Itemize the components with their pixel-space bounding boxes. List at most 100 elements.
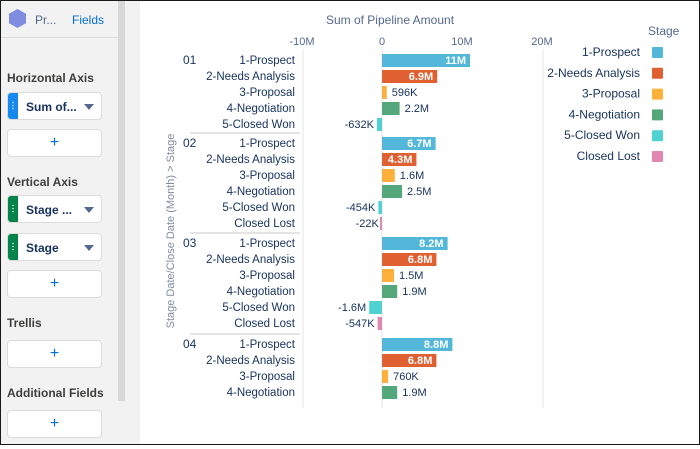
vertical-stage-date-pill[interactable]: Stage ... xyxy=(7,195,102,223)
legend-label: 2-Needs Analysis xyxy=(547,66,640,80)
x-tick-label: 0 xyxy=(379,36,385,48)
row-label: 4-Negotiation xyxy=(227,186,295,198)
vertical-axis-heading: Vertical Axis xyxy=(7,175,78,189)
row-label: 3-Proposal xyxy=(239,87,295,99)
legend-label: 3-Proposal xyxy=(582,87,640,101)
bar xyxy=(382,153,417,166)
add-additional-field-button[interactable]: + xyxy=(7,410,102,438)
bar xyxy=(380,217,382,230)
additional-fields-heading: Additional Fields xyxy=(7,386,104,400)
bar xyxy=(378,201,382,214)
y-axis-title: Stage Date/Close Date (Month) > Stage xyxy=(165,134,177,329)
data-label: 2.5M xyxy=(407,186,431,198)
row-label: 4-Negotiation xyxy=(227,387,295,399)
add-horizontal-button[interactable]: + xyxy=(7,129,102,157)
trellis-heading: Trellis xyxy=(7,316,42,330)
drag-handle-icon[interactable] xyxy=(8,93,18,119)
legend-title: Stage xyxy=(648,24,680,38)
row-label: 1-Prospect xyxy=(239,238,295,250)
legend-swatch xyxy=(652,47,663,58)
bar xyxy=(382,285,398,298)
row-label: 4-Negotiation xyxy=(227,103,295,115)
row-label: 2-Needs Analysis xyxy=(206,154,295,166)
bar xyxy=(382,338,453,351)
x-tick-label: -10M xyxy=(289,36,314,48)
add-vertical-button[interactable]: + xyxy=(7,270,102,298)
row-label: 5-Closed Won xyxy=(222,302,295,314)
bar xyxy=(382,137,436,150)
drag-handle-icon[interactable] xyxy=(8,234,18,260)
data-label: 8.2M xyxy=(419,238,443,250)
row-label: 2-Needs Analysis xyxy=(206,254,295,266)
bar xyxy=(382,185,402,198)
chevron-down-icon[interactable] xyxy=(84,207,94,213)
legend-label: 4-Negotiation xyxy=(569,107,640,121)
bar xyxy=(369,301,382,314)
row-label: 3-Proposal xyxy=(239,371,295,383)
data-label: 1.6M xyxy=(400,170,424,182)
group-label: 03 xyxy=(183,236,197,250)
group-label: 02 xyxy=(183,136,197,150)
legend-label: 5-Closed Won xyxy=(564,128,640,142)
legend-label: Closed Lost xyxy=(577,149,641,163)
fields-tab[interactable]: Fields xyxy=(72,13,105,27)
chart-area: Sum of Pipeline Amount -10M 0 10M 20M Stage D… xyxy=(140,1,698,444)
group-label: 04 xyxy=(183,337,197,351)
data-label: 6.7M xyxy=(407,138,431,150)
data-label: 1.9M xyxy=(402,286,426,298)
bar xyxy=(382,86,387,99)
bar xyxy=(382,102,400,115)
row-label: 2-Needs Analysis xyxy=(206,71,295,83)
pill-label: Stage ... xyxy=(26,203,73,217)
row-label: 3-Proposal xyxy=(239,270,295,282)
bar xyxy=(382,269,394,282)
data-label: -22K xyxy=(356,218,380,230)
pill-label: Stage xyxy=(26,241,59,255)
data-label: 4.3M xyxy=(388,154,412,166)
panel-scrollbar[interactable] xyxy=(118,1,140,444)
data-label: 6.8M xyxy=(408,254,432,266)
group-label: 01 xyxy=(183,53,197,67)
horizontal-axis-heading: Horizontal Axis xyxy=(7,71,94,85)
bar xyxy=(382,253,437,266)
bar xyxy=(382,370,389,383)
row-label: 1-Prospect xyxy=(239,55,295,67)
bar xyxy=(382,169,395,182)
legend-swatch xyxy=(652,109,663,121)
vertical-stage-pill[interactable]: Stage xyxy=(7,233,102,261)
data-label: 6.9M xyxy=(409,71,433,83)
row-label: Closed Lost xyxy=(234,218,296,230)
data-label: 1.5M xyxy=(399,270,423,282)
chevron-down-icon[interactable] xyxy=(84,104,94,110)
row-label: 5-Closed Won xyxy=(222,119,295,131)
row-label: 1-Prospect xyxy=(239,138,295,150)
bar xyxy=(382,54,470,67)
data-label: -1.6M xyxy=(338,302,366,314)
row-label: 2-Needs Analysis xyxy=(206,355,295,367)
drag-handle-icon[interactable] xyxy=(8,196,18,222)
row-label: 1-Prospect xyxy=(239,339,295,351)
bar xyxy=(382,354,437,367)
row-label: 3-Proposal xyxy=(239,170,295,182)
data-label: 8.8M xyxy=(424,339,448,351)
chevron-down-icon[interactable] xyxy=(84,245,94,251)
legend-swatch xyxy=(652,67,663,79)
legend-swatch xyxy=(652,151,663,162)
row-label: Closed Lost xyxy=(234,318,296,330)
data-label: 760K xyxy=(393,371,419,383)
data-label: 11M xyxy=(445,55,466,67)
bar xyxy=(382,237,448,250)
x-tick-label: 20M xyxy=(531,36,552,48)
bar xyxy=(382,70,438,83)
panel-header: Pr... Fields xyxy=(1,1,118,38)
add-trellis-button[interactable]: + xyxy=(7,340,102,368)
bar xyxy=(377,317,382,330)
scrollbar-thumb[interactable] xyxy=(118,1,125,401)
panel-title[interactable]: Pr... xyxy=(35,13,57,27)
data-label: 6.8M xyxy=(408,355,432,367)
bar-chart: Sum of Pipeline Amount -10M 0 10M 20M Stage D… xyxy=(140,13,680,444)
data-label: 596K xyxy=(392,87,418,99)
horizontal-measure-pill[interactable]: Sum of... xyxy=(7,92,102,120)
data-label: 2.2M xyxy=(405,103,429,115)
data-label: -547K xyxy=(345,318,375,330)
